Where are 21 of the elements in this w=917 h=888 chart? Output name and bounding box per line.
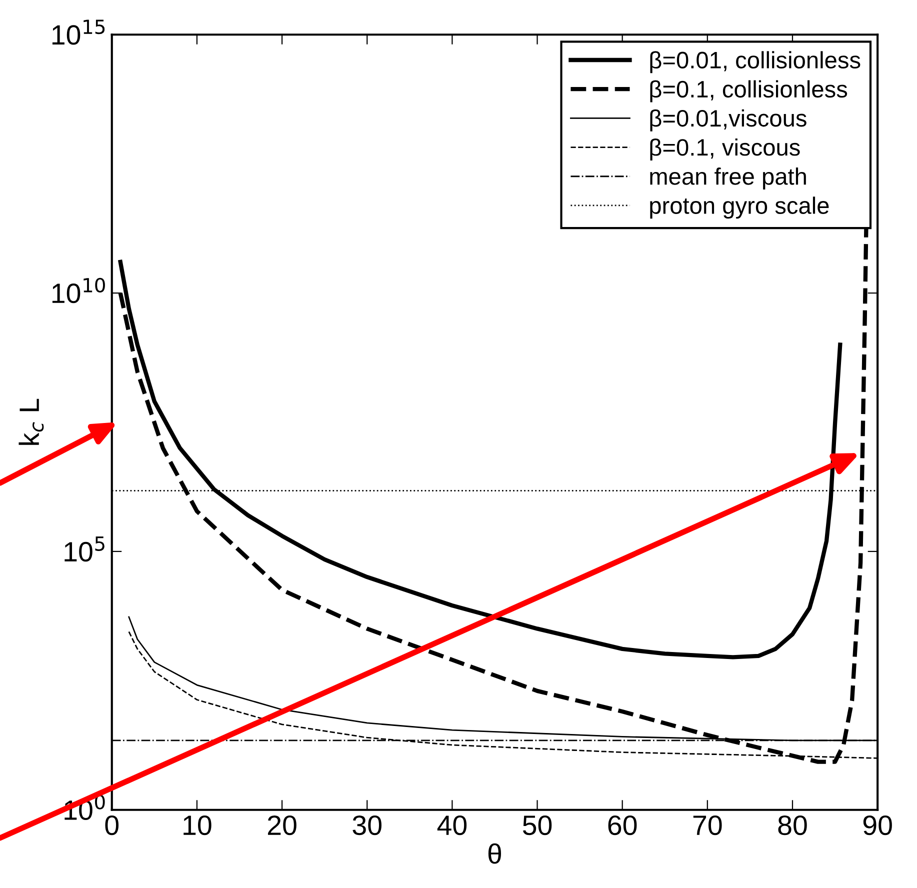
legend-label: mean free path (650, 168, 806, 190)
x-tick-label: 70 (693, 815, 722, 836)
y-tick-label: 10$^{10}$ (52, 278, 105, 304)
y-axis-title: k$_{c}$ L (18, 398, 44, 445)
legend-label: β=0.1, viscous (650, 138, 800, 160)
y-tick-label: 10$^{5}$ (64, 536, 104, 562)
x-tick-label: 80 (778, 815, 807, 836)
x-axis-title: θ (488, 843, 502, 864)
x-tick-label: 0 (105, 815, 119, 836)
legend-label: β=0.1, collisionless (650, 80, 848, 102)
x-tick-label: 60 (608, 815, 637, 836)
x-tick-label: 10 (184, 815, 212, 836)
x-tick-label: 50 (522, 815, 552, 836)
legend-label: proton gyro scale (650, 196, 829, 219)
x-tick-label: 40 (437, 815, 467, 836)
y-tick-label: 10$^{15}$ (52, 20, 105, 45)
x-tick-label: 30 (352, 815, 382, 836)
legend-label: β=0.01,viscous (650, 109, 806, 132)
legend-label: β=0.01, collisionless (650, 51, 860, 74)
x-tick-label: 90 (863, 815, 892, 836)
x-tick-label: 20 (268, 815, 296, 836)
